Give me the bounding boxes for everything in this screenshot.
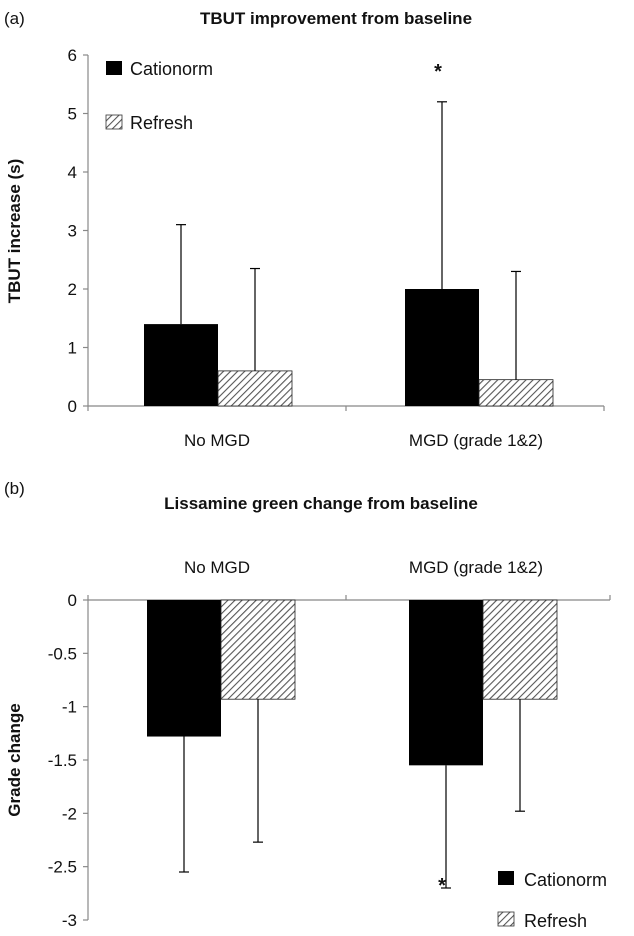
panel-a-bar-refresh-no-mgd [217,370,293,407]
panel-b-label: (b) [4,479,25,498]
panel-a-y-axis-label: TBUT increase (s) [5,159,24,304]
panel-a-category-label-mgd: MGD (grade 1&2) [409,431,543,450]
panel-a-category-label-no-mgd: No MGD [184,431,250,450]
panel-b-y-tick-label-2: -1 [62,698,77,717]
legend-label-refresh-b: Refresh [524,911,587,931]
panel-a-bar-cationorm-no-mgd [144,324,218,406]
panel-a-y-tick-label-3: 3 [68,222,77,241]
panel-b-y-tick-label-1: -0.5 [48,644,77,663]
panel-b-bar-cationorm-no-mgd [147,600,221,737]
panel-a-y-tick-label-4: 4 [68,163,77,182]
panel-b-significance-marker: * [438,875,446,897]
panel-b-bars [147,599,558,889]
panel-b-title: Lissamine green change from baseline [164,494,478,513]
panel-a-significance-marker: * [434,61,442,83]
panel-b-y-tick-label-6: -3 [62,911,77,930]
panel-b-y-ticks: 0 -0.5 -1 -1.5 -2 -2.5 -3 [48,591,88,930]
panel-b-y-tick-label-0: 0 [68,591,77,610]
panel-a-title: TBUT improvement from baseline [200,9,472,28]
panel-b-category-label-no-mgd: No MGD [184,558,250,577]
panel-b-legend: Cationorm Refresh [497,870,607,931]
panel-b-bar-refresh-no-mgd [220,599,296,700]
legend-swatch-cationorm-b [498,871,514,885]
panel-a-y-tick-label-1: 1 [68,339,77,358]
panel-b-category-label-mgd: MGD (grade 1&2) [409,558,543,577]
panel-b-y-tick-label-4: -2 [62,804,77,823]
panel-b: (b) Lissamine green change from baseline… [4,479,611,931]
panel-b-bar-refresh-mgd [482,599,558,700]
legend-swatch-refresh-b [497,911,515,927]
panel-a-y-ticks: 0 1 2 3 4 5 6 [68,46,88,416]
panel-a-label: (a) [4,9,25,28]
panel-b-y-tick-label-5: -2.5 [48,858,77,877]
panel-a-y-tick-label-6: 6 [68,46,77,65]
panel-a-bar-cationorm-mgd [405,289,479,406]
panel-a-y-tick-label-5: 5 [68,105,77,124]
panel-a: (a) TBUT improvement from baseline TBUT … [4,9,605,450]
panel-a-y-tick-label-0: 0 [68,397,77,416]
panel-a-y-tick-label-2: 2 [68,280,77,299]
legend-swatch-cationorm [106,61,122,75]
panel-a-bars [144,101,554,407]
legend-swatch-refresh [105,114,123,130]
legend-label-cationorm: Cationorm [130,59,213,79]
legend-label-cationorm-b: Cationorm [524,870,607,890]
panel-b-y-axis-label: Grade change [5,703,24,816]
panel-a-bar-refresh-mgd [478,379,554,407]
panel-b-y-tick-label-3: -1.5 [48,751,77,770]
panel-a-legend: Cationorm Refresh [105,59,213,133]
legend-label-refresh: Refresh [130,113,193,133]
panel-b-bar-cationorm-mgd [409,600,483,766]
